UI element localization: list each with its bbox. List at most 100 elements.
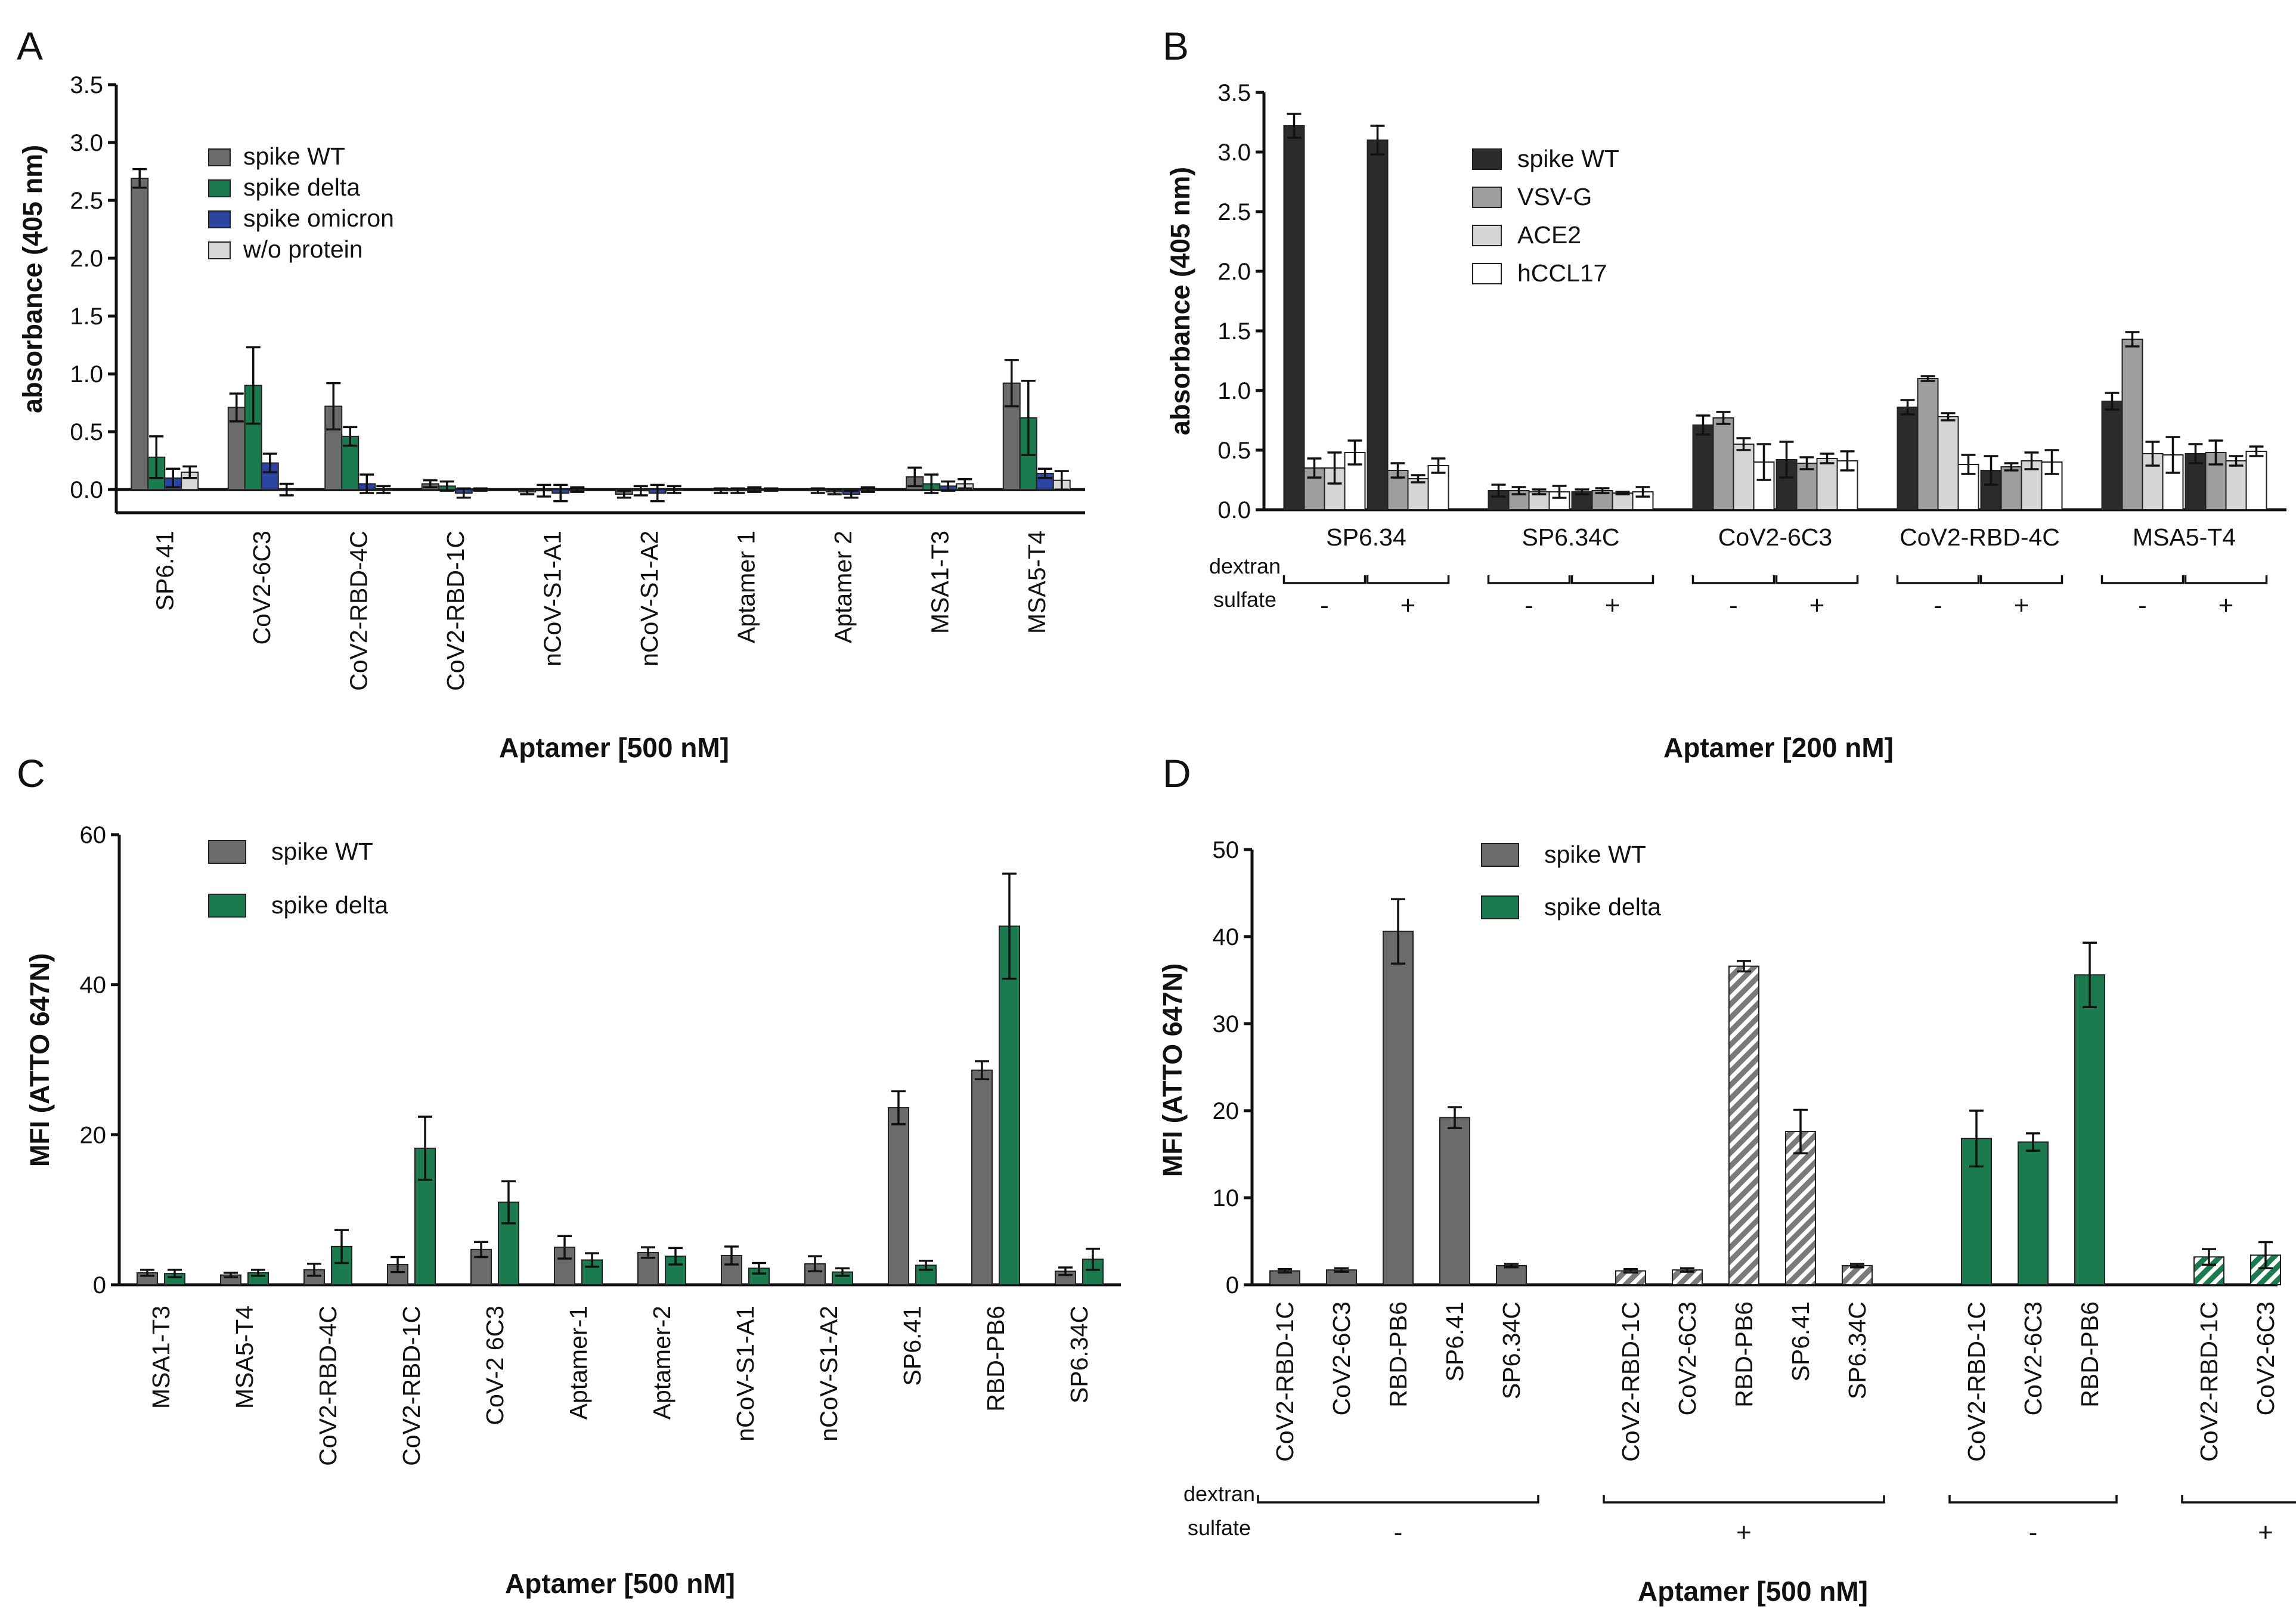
panel-a-error-bar — [616, 489, 631, 499]
panel-a-error-bar — [473, 487, 488, 492]
panel-a-error-bar — [907, 466, 922, 488]
panel-d-bar — [1439, 1117, 1470, 1286]
panel-b-bar — [1692, 424, 1714, 510]
panel-a-error-bar — [730, 487, 745, 494]
panel-d-label: D — [1163, 751, 1191, 795]
panel-b-bracket — [1691, 575, 1776, 584]
panel-d-category-label: CoV2-6C3 — [1674, 1301, 1701, 1415]
panel-a-error-bar — [860, 486, 875, 493]
panel-a-legend-label: w/o protein — [243, 235, 363, 263]
panel-b-bar — [1407, 478, 1429, 510]
panel-c-error-bar — [919, 1259, 933, 1271]
panel-a-error-bar — [1021, 380, 1036, 456]
panel-d-y-axis-title: MFI (ATTO 647N) — [1157, 963, 1188, 1177]
panel-c-error-bar — [501, 1180, 516, 1225]
panel-a-error-bar — [262, 453, 277, 473]
panel-d-error-bar — [1850, 1263, 1864, 1269]
panel-b-bar — [1712, 417, 1734, 510]
panel-b-error-bar — [2208, 439, 2223, 466]
panel-d-legend-label: spike delta — [1544, 893, 1661, 921]
panel-d-category-label: CoV2-RBD-1C — [1963, 1301, 1990, 1462]
panel-d-error-bar — [1737, 960, 1751, 973]
panel-b-error-bar — [2249, 445, 2264, 457]
panel-b-legend-label: VSV-G — [1517, 183, 1592, 210]
panel-a-y-tick-label: 2.5 — [70, 188, 103, 214]
panel-b-error-bar — [2105, 392, 2120, 411]
panel-b-error-bar — [1327, 451, 1342, 485]
panel-b-bar — [1733, 444, 1755, 510]
panel-a-category-label: Aptamer 2 — [829, 531, 857, 643]
panel-b-legend-swatch — [1472, 187, 1502, 208]
panel-a-legend-label: spike WT — [243, 142, 345, 170]
panel-b: B absorbance (405 nm) Aptamer [200 nM] d… — [1163, 24, 2286, 763]
panel-c-error-bar — [224, 1272, 238, 1279]
panel-d-error-bar — [2083, 941, 2097, 1009]
panel-d-category-label: CoV2-RBD-1C — [1617, 1301, 1644, 1462]
panel-a-error-bar — [132, 168, 147, 189]
panel-d-error-bar — [1793, 1108, 1808, 1155]
panel-c-bars — [119, 872, 1121, 1287]
panel-b-condition-sign: - — [1525, 591, 1533, 620]
panel-a-error-bar — [360, 473, 374, 494]
panel-d-sulfate-label: sulfate — [1188, 1515, 1251, 1540]
panel-a-legend-swatch — [208, 148, 231, 166]
panel-b-y-tick-label: 2.0 — [1217, 259, 1251, 285]
panel-b-error-bar — [1552, 485, 1567, 499]
panel-a-legend: spike WT spike delta spike omicron w/o prot… — [208, 142, 394, 263]
panel-b-condition-sign: + — [1400, 591, 1416, 620]
panel-b-error-bar — [1779, 441, 1794, 479]
panel-c-category-label: CoV2-RBD-4C — [314, 1306, 342, 1466]
panel-c-bar — [971, 1070, 993, 1286]
panel-a-x-axis-title: Aptamer [500 nM] — [499, 732, 729, 763]
panel-d-category-labels: CoV2-RBD-1C CoV2-6C3 RBD-PB6 SP6.41 SP6.34C C… — [1271, 1301, 2279, 1462]
panel-b-error-bar — [1595, 487, 1610, 494]
panel-a-category-label: SP6.41 — [151, 531, 178, 611]
panel-c-error-bar — [585, 1252, 599, 1268]
panel-a-y-axis-title: absorbance (405 nm) — [17, 145, 48, 413]
panel-b-y-axis-title: absorbance (405 nm) — [1165, 167, 1195, 435]
panel-c-y-tick-label: 60 — [80, 822, 107, 848]
panel-b-bar — [1917, 378, 1939, 510]
panel-b-error-bar — [1431, 457, 1446, 474]
panel-d-error-bar — [2202, 1248, 2216, 1266]
panel-b-legend-swatch — [1472, 225, 1502, 246]
panel-b-bracket — [1570, 575, 1654, 584]
panel-d-category-label: SP6.34C — [1498, 1301, 1525, 1399]
panel-a-error-bar — [376, 485, 391, 494]
panel-b-error-bar — [2125, 331, 2140, 348]
panel-c-legend-swatch — [208, 894, 246, 918]
panel-b-error-bar — [1575, 488, 1589, 495]
panel-d-bar — [2074, 974, 2105, 1285]
panel-d-bar — [1842, 1265, 1873, 1285]
panel-a-error-bar — [810, 487, 825, 494]
panel-c-error-bar — [334, 1229, 349, 1265]
panel-d-category-label: SP6.34C — [1843, 1301, 1871, 1399]
panel-b-bracket — [1775, 575, 1859, 584]
panel-d-category-label: CoV2-6C3 — [2019, 1301, 2047, 1415]
panel-d-category-label: CoV2-6C3 — [1328, 1301, 1355, 1415]
panel-d-bars — [1252, 898, 2281, 1287]
panel-c-error-bar — [391, 1256, 405, 1273]
panel-a-error-bar — [182, 465, 197, 479]
panel-c-category-label: nCoV-S1-A2 — [815, 1306, 842, 1442]
panel-a-category-label: nCoV-S1-A1 — [538, 531, 566, 667]
panel-d-bracket — [2181, 1495, 2296, 1504]
panel-b-error-bar — [1287, 113, 1302, 139]
panel-b-bar — [1816, 458, 1838, 510]
panel-d-dextran-label: dextran — [1183, 1482, 1255, 1506]
panel-c-x-axis-title: Aptamer [500 nM] — [505, 1568, 735, 1599]
panel-a-error-bar — [553, 484, 568, 503]
panel-a-y-tick-label: 1.5 — [70, 303, 103, 330]
panel-c-category-label: SP6.41 — [898, 1306, 926, 1386]
panel-c-error-bar — [891, 1090, 906, 1126]
panel-d-category-label: CoV2-6C3 — [2252, 1301, 2279, 1415]
panel-b-error-bar — [1390, 462, 1405, 479]
panel-b-category-label: MSA5-T4 — [2133, 523, 2236, 551]
panel-c-error-bar — [307, 1263, 321, 1277]
panel-a-legend-label: spike omicron — [243, 204, 394, 232]
panel-b-error-bar — [1756, 443, 1771, 481]
panel-a-category-label: CoV2-RBD-4C — [345, 531, 372, 691]
panel-c-y-tick-label: 0 — [93, 1272, 106, 1298]
panel-c-category-label: RBD-PB6 — [982, 1306, 1009, 1412]
panel-b-error-bar — [1511, 486, 1526, 495]
